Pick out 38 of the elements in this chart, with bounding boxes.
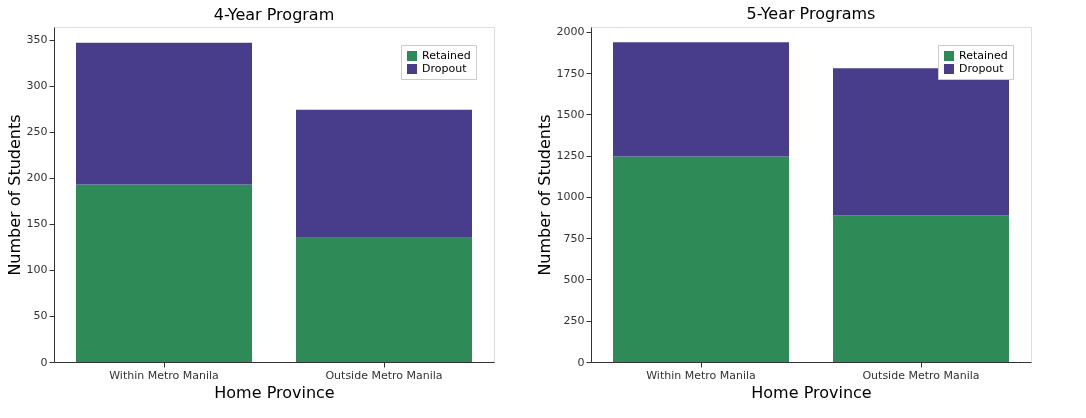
legend-label: Dropout <box>959 62 1005 75</box>
y-axis-title: Number of Students <box>534 114 554 276</box>
bar <box>613 42 789 157</box>
y-tick-label: 150 <box>26 217 48 231</box>
x-tick-label: Outside Metro Manila <box>325 368 443 382</box>
y-tick-label: 1750 <box>556 66 585 80</box>
x-tick-label: Within Metro Manila <box>646 368 756 382</box>
y-tick-label: 1000 <box>556 190 585 204</box>
x-tick-label: Within Metro Manila <box>109 368 219 382</box>
x-axis-title: Home Province <box>751 382 872 402</box>
y-tick-label: 750 <box>563 231 585 245</box>
legend-label: Retained <box>959 49 1008 62</box>
bar <box>613 156 789 362</box>
y-tick-label: 200 <box>26 171 48 185</box>
legend-label: Dropout <box>422 62 468 75</box>
y-tick-label: 50 <box>33 309 48 323</box>
y-tick-label: 100 <box>26 263 48 277</box>
legend-label: Retained <box>422 49 471 62</box>
bar <box>296 237 472 362</box>
y-tick-label: 250 <box>563 314 585 328</box>
x-tick-label: Outside Metro Manila <box>862 368 980 382</box>
y-tick-label: 1250 <box>556 149 585 163</box>
y-tick-label: 0 <box>40 355 48 369</box>
x-axis-title: Home Province <box>214 382 335 402</box>
y-tick-label: 250 <box>26 125 48 139</box>
y-tick-label: 500 <box>563 272 585 286</box>
y-tick-label: 0 <box>577 355 585 369</box>
y-tick-label: 350 <box>26 33 48 47</box>
bar <box>76 184 252 362</box>
y-tick-label: 300 <box>26 79 48 93</box>
y-axis-title: Number of Students <box>4 114 24 276</box>
chart-title: 5-Year Programs <box>746 3 876 23</box>
y-tick-label: 1500 <box>556 107 585 121</box>
bar <box>296 109 472 238</box>
bar <box>76 42 252 185</box>
chart-title: 4-Year Program <box>213 5 335 24</box>
bar <box>833 215 1009 362</box>
y-tick-label: 2000 <box>556 25 585 39</box>
